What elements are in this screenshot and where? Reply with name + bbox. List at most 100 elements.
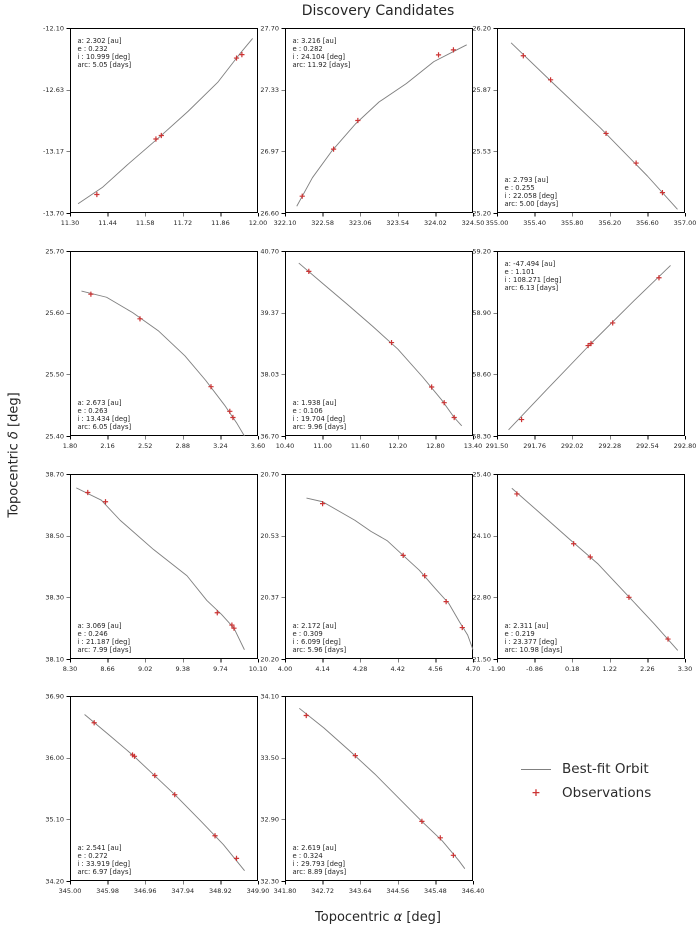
observation-marker bbox=[131, 753, 138, 759]
observation-marker bbox=[459, 624, 465, 631]
annotation-line: a: 3.216 [au] bbox=[293, 37, 337, 45]
observation-marker bbox=[320, 501, 326, 507]
legend-label-observations: Observations bbox=[562, 785, 652, 801]
x-tick-label: 341.80 bbox=[274, 887, 297, 895]
y-tick-label: 25.70 bbox=[45, 247, 64, 255]
observations bbox=[520, 53, 666, 196]
x-tick-label: 3.24 bbox=[213, 442, 227, 450]
x-tick-label: 2.88 bbox=[176, 442, 190, 450]
observation-marker bbox=[214, 610, 220, 616]
x-tick-label: 343.64 bbox=[349, 887, 372, 895]
observations bbox=[299, 47, 457, 199]
x-tick-label: 345.98 bbox=[96, 887, 119, 895]
y-tick-label: 40.70 bbox=[260, 247, 279, 255]
plot-box bbox=[285, 474, 473, 659]
plot-box bbox=[497, 251, 685, 436]
best-fit-orbit-line bbox=[76, 487, 245, 650]
y-tick-label: 20.37 bbox=[260, 594, 279, 602]
x-tick-label: 11.58 bbox=[136, 219, 155, 227]
annotation-line: arc: 5.05 [days] bbox=[78, 61, 132, 69]
observation-marker bbox=[400, 552, 406, 558]
y-ticks: 26.20 25.87 25.53 25.20 bbox=[472, 24, 497, 217]
y-tick-label: 20.70 bbox=[260, 470, 279, 478]
observation-marker bbox=[233, 55, 240, 61]
best-fit-orbit-line bbox=[296, 44, 467, 207]
observation-marker bbox=[208, 384, 214, 390]
y-ticks: 27.70 27.33 26.97 26.60 bbox=[260, 24, 285, 217]
annotation-line: i : 29.793 [deg] bbox=[293, 860, 346, 868]
annotation-line: a: 3.069 [au] bbox=[78, 622, 122, 630]
x-ticks: 355.00 355.40 355.80 356.20 356.60 357.00 bbox=[486, 213, 696, 227]
annotation-line: e : 0.282 bbox=[293, 45, 323, 53]
plot-box bbox=[285, 696, 473, 881]
plot-box bbox=[70, 696, 258, 881]
y-tick-label: 39.37 bbox=[260, 309, 279, 317]
observation-marker bbox=[659, 190, 666, 196]
annotation-line: arc: 5.96 [days] bbox=[293, 646, 347, 654]
annotation-line: arc: 9.96 [days] bbox=[293, 423, 347, 431]
y-tick-label: 25.60 bbox=[45, 309, 64, 317]
orbit-line-icon bbox=[521, 768, 551, 770]
annotation-line: a: 2.302 [au] bbox=[78, 37, 122, 45]
y-tick-label: 26.60 bbox=[260, 209, 279, 217]
annotation-line: i : 22.058 [deg] bbox=[505, 192, 558, 200]
observation-marker bbox=[633, 160, 639, 166]
y-ticks: 25.40 24.10 22.80 21.50 bbox=[472, 470, 497, 663]
y-tick-label: 35.10 bbox=[45, 816, 64, 824]
x-ticks: 8.30 8.66 9.02 9.38 9.74 10.10 bbox=[63, 659, 267, 673]
annotation-line: arc: 6.05 [days] bbox=[78, 423, 132, 431]
observation-marker bbox=[91, 720, 97, 726]
figure-title: Discovery Candidates bbox=[301, 3, 455, 19]
y-tick-label: 32.30 bbox=[260, 877, 279, 885]
observation-marker bbox=[450, 852, 456, 858]
x-tick-label: 11.30 bbox=[61, 219, 80, 227]
x-tick-label: 291.76 bbox=[523, 442, 546, 450]
legend-item-orbit: Best-fit Orbit bbox=[518, 757, 651, 781]
x-tick-label: 2.52 bbox=[138, 442, 152, 450]
alpha-symbol: α bbox=[393, 910, 403, 925]
y-tick-label: 25.40 bbox=[472, 470, 491, 478]
x-tick-label: 9.38 bbox=[176, 665, 190, 673]
x-tick-label: 349.90 bbox=[247, 887, 270, 895]
subplot-1: 11.30 11.44 11.58 11.72 11.86 12.00-12.10-12.… bbox=[43, 24, 267, 227]
observation-marker bbox=[571, 541, 577, 547]
observation-marker bbox=[85, 489, 91, 496]
observation-marker bbox=[330, 146, 337, 152]
x-tick-label: 3.60 bbox=[251, 442, 265, 450]
observation-marker bbox=[520, 53, 526, 59]
observation-marker bbox=[355, 117, 361, 124]
x-tick-label: 348.92 bbox=[209, 887, 232, 895]
x-axis-label-text: Topocentric bbox=[315, 910, 394, 925]
y-ticks: 59.20 58.90 58.60 58.30 bbox=[472, 247, 497, 440]
observation-marker bbox=[422, 573, 428, 579]
best-fit-orbit-line bbox=[84, 714, 245, 872]
legend-item-observations: + Observations bbox=[518, 781, 651, 805]
y-tick-label: -12.63 bbox=[43, 86, 64, 94]
x-tick-label: 9.74 bbox=[213, 665, 227, 673]
observation-marker bbox=[441, 400, 447, 406]
x-axis-label: Topocentric α [deg] bbox=[70, 910, 686, 925]
x-tick-label: 356.60 bbox=[636, 219, 659, 227]
observations bbox=[88, 291, 236, 421]
x-tick-label: 2.26 bbox=[640, 665, 654, 673]
y-tick-label: 36.70 bbox=[260, 432, 279, 440]
y-tick-label: 27.33 bbox=[260, 86, 279, 94]
observation-marker bbox=[158, 132, 164, 139]
y-tick-label: 38.10 bbox=[45, 655, 64, 663]
subplot-5: 10.40 11.00 11.60 12.20 12.80 13.40 40.70 39.37… bbox=[260, 247, 482, 450]
y-tick-label: -13.70 bbox=[43, 209, 64, 217]
x-tick-label: 10.40 bbox=[276, 442, 295, 450]
x-tick-label: 355.40 bbox=[523, 219, 546, 227]
x-tick-label: 323.06 bbox=[349, 219, 372, 227]
y-tick-label: 58.60 bbox=[472, 371, 491, 379]
x-tick-label: 9.02 bbox=[138, 665, 152, 673]
annotation-line: arc: 6.97 [days] bbox=[78, 868, 132, 876]
y-tick-label: 34.10 bbox=[260, 692, 279, 700]
x-tick-label: 291.50 bbox=[486, 442, 509, 450]
annotation-line: e : 0.246 bbox=[78, 630, 108, 638]
subplot-9: -1.90 -0.86 0.18 1.22 2.26 3.30 25.40 24.10 22.8… bbox=[472, 470, 692, 673]
annotation-line: e : 0.272 bbox=[78, 852, 108, 860]
